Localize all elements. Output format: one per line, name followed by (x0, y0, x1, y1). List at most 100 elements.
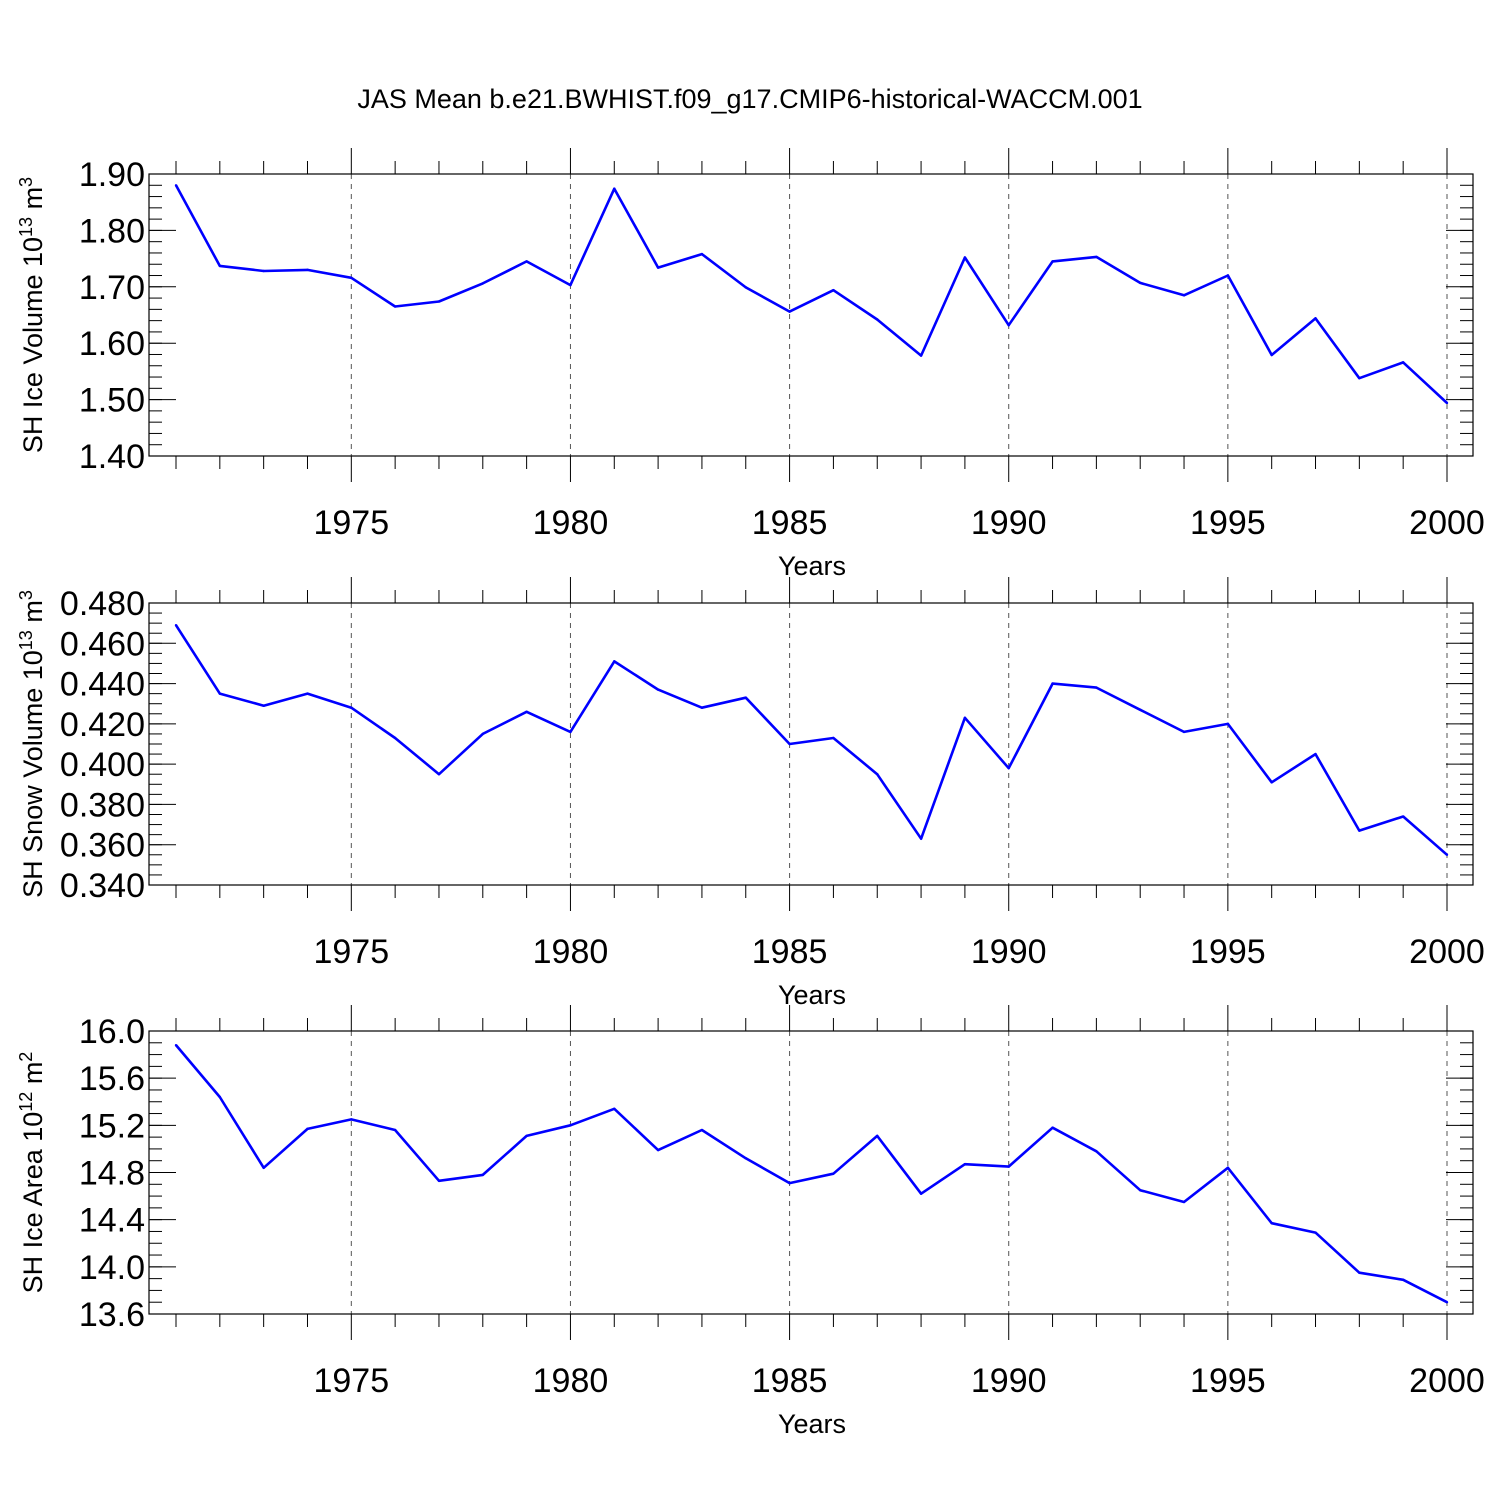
data-point (1007, 1165, 1010, 1168)
x-tick-label: 1975 (313, 504, 389, 542)
data-point (1401, 361, 1405, 364)
data-point (1095, 255, 1098, 259)
data-point (1314, 317, 1317, 320)
data-point (919, 837, 923, 840)
y-tick-label: 0.440 (60, 666, 145, 704)
y-tick-label: 0.420 (60, 706, 145, 744)
data-point (481, 732, 484, 736)
data-point (393, 736, 397, 740)
y-axis-title: SH Snow Volume 1013 m3 (16, 590, 48, 898)
data-point (1358, 829, 1361, 832)
data-point (1226, 274, 1230, 277)
data-point (1358, 376, 1361, 380)
data-point (174, 184, 178, 187)
y-tick-label: 0.340 (60, 867, 145, 905)
x-tick-label: 1995 (1190, 1362, 1266, 1400)
data-point (1051, 682, 1054, 685)
data-point (393, 305, 397, 308)
plot-frame (148, 602, 1474, 886)
data-point (350, 706, 353, 709)
data-point (876, 318, 879, 321)
x-tick-label: 1975 (313, 933, 389, 971)
data-point (350, 1118, 353, 1121)
x-tick-label: 1985 (752, 1362, 828, 1400)
data-point (437, 1179, 441, 1182)
chart-panel-3: 13.6 14.0 14.4 14.8 15.2 15.6 16.0 1975 1980 1985… (16, 1005, 1485, 1439)
data-point (788, 310, 791, 313)
data-point (700, 706, 704, 709)
y-tick-label: 1.80 (79, 212, 145, 250)
data-point (1445, 1301, 1449, 1304)
x-tick-label: 1990 (971, 933, 1047, 971)
y-axis-title: SH Ice Volume 1013 m3 (16, 177, 48, 453)
data-point (218, 1095, 222, 1099)
y-tick-label: 14.4 (79, 1202, 145, 1240)
data-point (832, 736, 835, 740)
data-point (1182, 1200, 1186, 1204)
y-tick-label: 15.2 (79, 1107, 145, 1145)
data-point (613, 660, 616, 663)
x-tick-label: 2000 (1409, 933, 1485, 971)
data-point (306, 692, 309, 695)
x-axis-title: Years (778, 1409, 846, 1439)
data-point (1139, 1188, 1142, 1192)
data-point (1226, 722, 1230, 726)
data-point (262, 269, 265, 273)
data-point (1095, 1150, 1098, 1153)
data-point (569, 1124, 572, 1127)
data-point (1139, 708, 1142, 711)
x-tick-label: 1980 (533, 504, 609, 542)
x-tick-label: 1995 (1190, 504, 1266, 542)
data-point (1314, 1231, 1317, 1234)
data-point (1051, 260, 1054, 263)
data-point (744, 696, 747, 699)
data-point (963, 716, 967, 720)
figure-title: JAS Mean b.e21.BWHIST.f09_g17.CMIP6-hist… (357, 84, 1143, 114)
data-point (1445, 853, 1449, 856)
data-point (656, 688, 660, 691)
data-point (1007, 766, 1010, 770)
data-point (1270, 781, 1273, 784)
data-point (744, 1157, 747, 1160)
series-line (174, 184, 1448, 404)
data-point (832, 288, 835, 292)
data-point (174, 1043, 178, 1047)
series-line (174, 624, 1448, 856)
y-tick-label: 0.400 (60, 746, 145, 784)
y-tick-label: 14.8 (79, 1155, 145, 1193)
data-point (393, 1128, 397, 1132)
data-point (788, 742, 791, 746)
y-tick-label: 1.50 (79, 382, 145, 420)
x-axis-title: Years (778, 551, 846, 581)
data-point (262, 1166, 265, 1169)
data-point (218, 692, 222, 695)
data-point (1139, 281, 1142, 285)
y-tick-label: 0.380 (60, 786, 145, 824)
series-line (175, 1044, 1448, 1304)
data-point (1095, 686, 1098, 689)
x-tick-label: 1985 (752, 504, 828, 542)
y-tick-label: 14.0 (79, 1249, 145, 1287)
data-point (306, 268, 309, 272)
data-point (350, 276, 353, 279)
data-point (306, 1127, 309, 1131)
data-point (1051, 1126, 1054, 1129)
x-tick-label: 2000 (1409, 1362, 1485, 1400)
y-tick-label: 1.70 (79, 269, 145, 307)
data-point (613, 1107, 616, 1111)
data-point (656, 1148, 660, 1152)
y-tick-label: 1.60 (79, 325, 145, 363)
data-point (569, 283, 572, 287)
data-point (1270, 1222, 1273, 1225)
data-point (963, 1163, 967, 1166)
data-point (876, 1134, 879, 1138)
data-point (437, 773, 441, 776)
x-tick-label: 1990 (971, 504, 1047, 542)
data-point (569, 730, 572, 734)
data-point (262, 704, 265, 707)
data-point (613, 187, 616, 190)
y-tick-label: 0.480 (60, 585, 145, 623)
y-tick-label: 1.90 (79, 156, 145, 194)
